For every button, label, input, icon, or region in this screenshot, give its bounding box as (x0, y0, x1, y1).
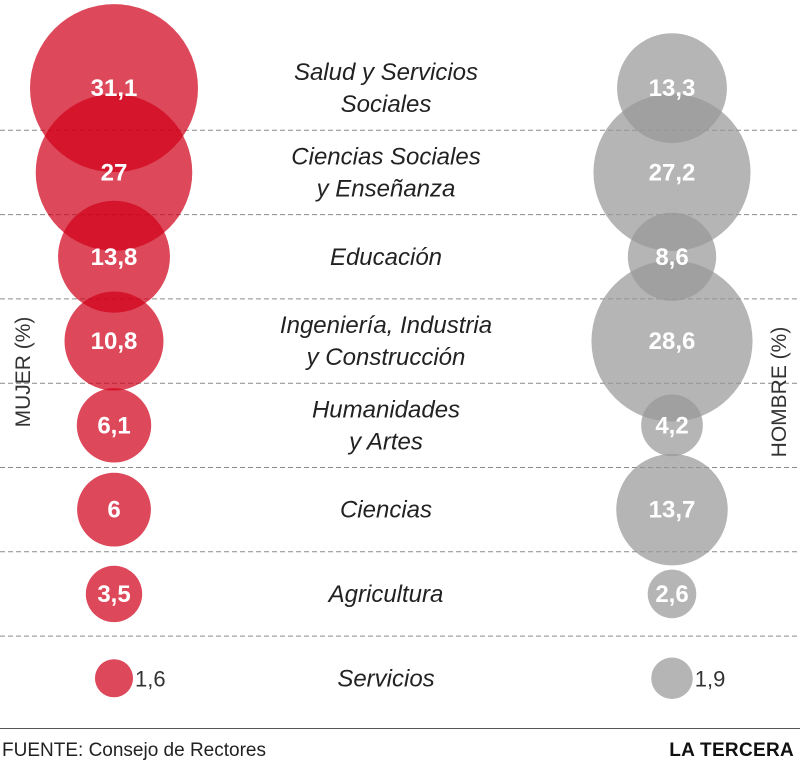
bubble (651, 657, 693, 700)
category-label: y Artes (347, 428, 423, 455)
series-mujer (30, 4, 198, 698)
data-label: 4,2 (655, 412, 688, 439)
bubble (77, 472, 151, 547)
category-label: y Enseñanza (315, 175, 456, 202)
category-label: y Construcción (305, 344, 466, 371)
bubble (591, 260, 753, 422)
axis-title-hombre: HOMBRE (%) (768, 327, 791, 458)
source-text: Consejo de Rectores (88, 740, 266, 761)
category-label: Educación (330, 244, 442, 271)
bubble (593, 93, 751, 252)
series-hombre (591, 33, 753, 700)
category-label: Humanidades (312, 396, 460, 423)
bubble (616, 453, 728, 566)
data-label: 28,6 (649, 328, 696, 355)
data-label: 13,7 (649, 497, 696, 524)
bubble (647, 569, 697, 619)
source-note: FUENTE: Consejo de Rectores (2, 740, 266, 762)
bubble (85, 565, 143, 623)
footer: FUENTE: Consejo de Rectores LA TERCERA (0, 726, 800, 770)
bubble (35, 94, 193, 251)
bubble (76, 388, 152, 463)
category-label: Salud y Servicios (294, 59, 478, 86)
category-label: Ciencias (340, 497, 432, 524)
bubble (94, 659, 134, 698)
data-label: 6,1 (97, 412, 130, 439)
data-label: 1,6 (135, 666, 166, 691)
data-label: 27 (101, 159, 128, 186)
data-label: 1,9 (695, 666, 726, 691)
bubble (58, 200, 170, 313)
category-label: Servicios (337, 665, 434, 692)
axis-title-mujer: MUJER (%) (12, 317, 35, 428)
data-label: 10,8 (91, 328, 138, 355)
category-label: Agricultura (327, 581, 444, 608)
data-label: 27,2 (649, 159, 696, 186)
data-label: 13,8 (91, 244, 138, 271)
publisher-credit: LA TERCERA (669, 740, 794, 761)
data-label: 13,3 (649, 75, 696, 102)
bubble-chart: 31,1 27 13,8 10,8 6,1 6 3,5 1,6 13,3 27,2 8,6 28,6 4… (0, 4, 800, 700)
data-label: 31,1 (91, 75, 138, 102)
bubble (641, 394, 703, 457)
data-label: 6 (107, 497, 120, 524)
data-label: 2,6 (655, 581, 688, 608)
category-label: Ciencias Sociales (291, 143, 480, 170)
source-label: FUENTE: (2, 740, 84, 761)
footer-divider (0, 728, 800, 729)
bubble (64, 291, 164, 391)
category-label: Sociales (341, 91, 432, 118)
data-label: 3,5 (97, 581, 130, 608)
category-label: Ingeniería, Industria (280, 312, 492, 339)
data-label: 8,6 (655, 244, 688, 271)
